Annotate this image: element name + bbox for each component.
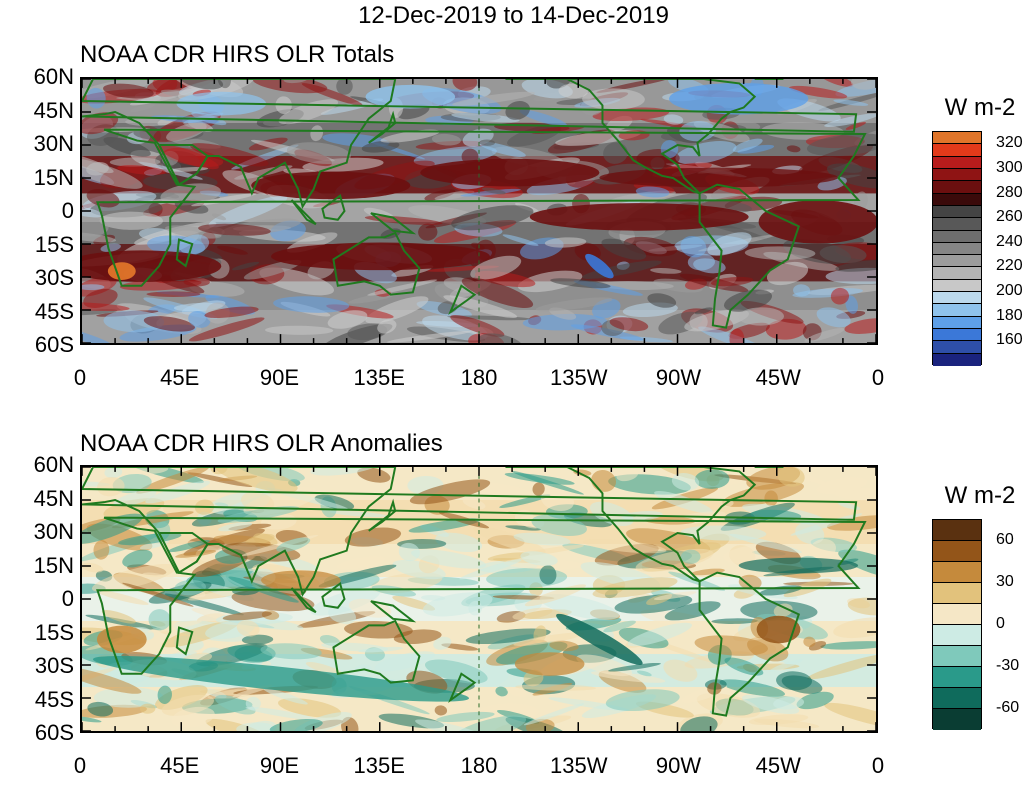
x-tick-label: 45W	[755, 753, 801, 778]
colorbar-swatch	[933, 688, 981, 709]
colorbar-swatch	[933, 625, 981, 646]
colorbar-label: 220	[996, 257, 1023, 275]
colorbar-swatch	[933, 353, 981, 366]
y-tick-label: 15S	[34, 231, 74, 257]
y-tick-label: 0	[61, 586, 74, 611]
colorbar-label: 320	[996, 134, 1023, 152]
x-tick-label: 0	[73, 753, 87, 778]
y-tick-label: 45N	[33, 485, 74, 511]
map-totals	[80, 77, 878, 345]
colorbar-swatch	[933, 604, 981, 625]
x-tick-label: 135W	[550, 365, 608, 390]
y-tick-label: 30S	[34, 265, 74, 290]
colorbar-swatch	[933, 304, 981, 317]
x-tick-label: 135E	[353, 753, 405, 778]
x-tick-label: 135E	[353, 365, 405, 390]
x-tick-label: 90E	[259, 365, 300, 390]
colorbar-swatch	[933, 168, 981, 182]
olr-anomalies-field	[82, 467, 876, 731]
y-tick-label: 60N	[33, 452, 74, 477]
colorbar-swatch	[933, 181, 981, 194]
colorbar-swatch	[933, 144, 981, 157]
x-tick-label: 0	[73, 365, 87, 390]
x-tick-label: 0	[871, 365, 885, 390]
colorbar-title-totals: W m-2	[944, 94, 1016, 121]
x-tick-label: 90W	[655, 753, 702, 778]
colorbar-swatch	[933, 646, 981, 667]
colorbar-swatch	[933, 292, 981, 305]
x-tick-label: 45W	[755, 365, 801, 390]
panel-title-anomalies: NOAA CDR HIRS OLR Anomalies	[80, 430, 443, 457]
colorbar-swatch	[933, 230, 981, 243]
colorbar-label: 0	[996, 615, 1005, 632]
colorbar-swatch	[933, 255, 981, 268]
colorbar-swatch	[933, 709, 981, 730]
y-tick-label: 30N	[33, 519, 74, 544]
colorbar-label: -30	[996, 657, 1020, 674]
olr-totals-field	[82, 79, 876, 343]
x-tick-label: 135W	[550, 753, 608, 778]
colorbar-swatch	[933, 267, 981, 280]
x-tick-label: 180	[460, 365, 498, 390]
colorbar-swatch	[933, 667, 981, 688]
colorbar-label: 180	[996, 306, 1023, 324]
x-tick-label: 90E	[259, 753, 300, 778]
colorbar-swatch	[933, 205, 981, 219]
colorbar-swatch	[933, 218, 981, 231]
y-tick-label: 60S	[34, 720, 74, 745]
map-anomalies	[80, 465, 878, 733]
y-tick-label: 15N	[33, 552, 74, 578]
colorbar-label: 240	[996, 232, 1023, 250]
colorbar-label: 300	[996, 158, 1023, 176]
x-tick-label: 90W	[655, 365, 702, 390]
colorbar-title-anomalies: W m-2	[944, 482, 1016, 509]
colorbar-swatch	[933, 193, 981, 206]
colorbar-swatch	[933, 156, 981, 169]
y-tick-label: 30S	[34, 653, 74, 678]
colorbar-swatch	[933, 583, 981, 604]
y-tick-label: 0	[61, 198, 74, 223]
x-tick-label: 45E	[160, 365, 200, 390]
y-tick-label: 60N	[33, 64, 74, 89]
colorbar-anomalies	[932, 519, 982, 730]
colorbar-swatch	[933, 329, 981, 342]
x-tick-label: 180	[460, 753, 498, 778]
panel-title-totals: NOAA CDR HIRS OLR Totals	[80, 41, 395, 68]
colorbar-label: 30	[996, 573, 1014, 590]
colorbar-swatch	[933, 242, 981, 256]
colorbar-swatch	[933, 132, 981, 145]
y-tick-label: 45S	[34, 686, 74, 712]
y-tick-label: 15S	[34, 619, 74, 645]
colorbar-label: 200	[996, 282, 1023, 300]
colorbar-totals	[932, 131, 982, 366]
y-tick-label: 60S	[34, 332, 74, 357]
colorbar-swatch	[933, 279, 981, 293]
colorbar-swatch	[933, 541, 981, 562]
x-tick-label: 0	[871, 753, 885, 778]
colorbar-swatch	[933, 520, 981, 541]
colorbar-label: 60	[996, 531, 1014, 548]
colorbar-label: 260	[996, 208, 1023, 226]
colorbar-swatch	[933, 562, 981, 583]
y-tick-label: 30N	[33, 131, 74, 156]
colorbar-label: -60	[996, 699, 1020, 716]
colorbar-swatch	[933, 341, 981, 354]
y-tick-label: 45S	[34, 298, 74, 324]
x-tick-label: 45E	[160, 753, 200, 778]
figure-title: 12-Dec-2019 to 14-Dec-2019	[358, 2, 669, 29]
colorbar-swatch	[933, 316, 981, 329]
colorbar-label: 160	[996, 331, 1023, 349]
y-tick-label: 15N	[33, 164, 74, 190]
y-tick-label: 45N	[33, 97, 74, 123]
colorbar-label: 280	[996, 183, 1023, 201]
